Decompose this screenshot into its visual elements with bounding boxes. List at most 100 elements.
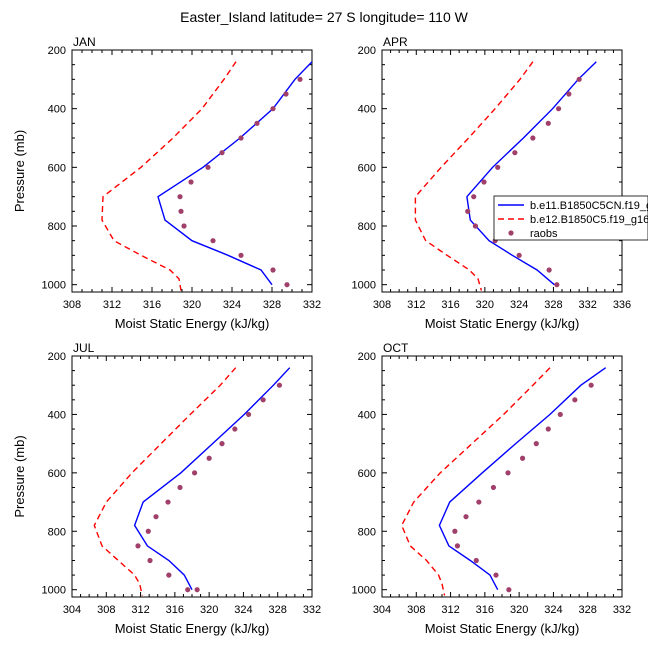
x-axis-title: Moist Static Energy (kJ/kg)	[115, 621, 270, 636]
y-tick-label: 600	[358, 162, 376, 174]
panel-label: JAN	[73, 35, 96, 49]
x-tick-label: 320	[476, 299, 494, 311]
obs-point	[576, 76, 582, 82]
obs-point	[165, 499, 171, 505]
obs-point	[519, 455, 526, 461]
plot-frame	[71, 355, 313, 598]
x-tick-label: 316	[166, 604, 184, 616]
panels: JAN 308 312 316 320 324 328 332 200 400 600 800 1000…	[12, 35, 648, 636]
legend-entry: b.e11.B1850C5CN.f19_g16.0	[530, 200, 648, 212]
legend-swatch-dot	[508, 230, 514, 236]
series-line-dashed	[400, 367, 551, 596]
plot-data	[400, 367, 607, 596]
y-tick-label: 600	[358, 468, 376, 480]
obs-point	[245, 411, 252, 418]
obs-point	[493, 572, 499, 578]
plot-data	[414, 61, 597, 291]
legend-box	[493, 195, 648, 241]
obs-point	[533, 441, 539, 447]
series-line-solid	[157, 61, 312, 286]
x-tick-label: 332	[579, 299, 597, 311]
y-tick-label: 400	[48, 104, 66, 116]
series-line-solid	[133, 367, 291, 591]
obs-point	[135, 543, 141, 549]
obs-point	[178, 208, 184, 214]
obs-point	[505, 470, 511, 476]
y-tick-label: 400	[358, 409, 376, 421]
obs-point	[147, 557, 153, 564]
obs-point	[297, 76, 303, 82]
figure-title: Easter_Island latitude= 27 S longitude= …	[180, 9, 468, 25]
obs-point	[555, 106, 562, 112]
x-tick-label: 336	[613, 299, 631, 311]
obs-point	[454, 543, 461, 549]
obs-point	[452, 528, 458, 534]
obs-point	[219, 150, 225, 156]
obs-point	[490, 484, 497, 491]
obs-point	[254, 120, 260, 126]
obs-point	[145, 528, 151, 534]
plot-frame	[71, 49, 313, 293]
x-axis-title: Moist Static Energy (kJ/kg)	[115, 316, 270, 331]
x-tick-label: 316	[441, 299, 459, 311]
x-tick-label: 312	[131, 604, 149, 616]
y-tick-label: 800	[358, 221, 376, 233]
panel-oct: OCT 304 308 312 316 320 324 328 332 200 400 600 800 1…	[352, 341, 632, 636]
obs-point	[572, 397, 578, 403]
legend: b.e11.B1850C5CN.f19_g16.0 b.e12.B1850C5.f…	[493, 195, 648, 241]
y-tick-label: 200	[48, 351, 66, 363]
obs-point	[191, 470, 198, 476]
y-tick-label: 1000	[352, 585, 376, 597]
obs-point	[153, 514, 159, 520]
x-tick-label: 304	[373, 604, 391, 616]
series-line-dashed	[93, 367, 237, 596]
obs-point	[238, 135, 244, 141]
y-tick-label: 200	[48, 45, 66, 57]
plot-frame	[381, 49, 623, 293]
plot-frame	[381, 355, 623, 598]
x-tick-label: 320	[510, 604, 528, 616]
x-tick-label: 324	[544, 604, 562, 616]
panel-label: APR	[383, 35, 408, 49]
plot-data	[101, 61, 312, 291]
obs-point	[238, 252, 244, 258]
legend-entry: raobs	[530, 228, 558, 240]
x-tick-label: 316	[143, 299, 161, 311]
obs-point	[206, 455, 212, 461]
x-tick-label: 312	[407, 299, 425, 311]
panel-jul: JUL 304 308 312 316 320 324 328 332 200 400 600 800 1…	[12, 341, 321, 636]
y-tick-label: 200	[358, 351, 376, 363]
y-tick-label: 1000	[42, 585, 66, 597]
obs-point	[260, 397, 266, 403]
x-tick-label: 308	[407, 604, 425, 616]
panel-apr: APR 308 312 316 320 324 328 332 336 200 400 600 800 1…	[352, 35, 648, 331]
series-line-solid	[466, 61, 597, 286]
obs-point	[530, 135, 536, 141]
x-tick-label: 304	[63, 604, 81, 616]
obs-point	[473, 557, 479, 564]
obs-point	[545, 426, 551, 432]
x-tick-label: 328	[579, 604, 597, 616]
x-tick-label: 328	[263, 299, 281, 311]
x-tick-label: 332	[303, 299, 321, 311]
obs-point	[219, 441, 225, 447]
obs-point	[177, 484, 183, 491]
obs-point	[512, 150, 518, 156]
obs-point	[270, 267, 276, 273]
obs-point	[506, 587, 512, 593]
obs-point	[210, 238, 216, 244]
panel-label: OCT	[383, 341, 409, 355]
obs-point	[472, 223, 479, 229]
y-axis-title: Pressure (mb)	[12, 435, 27, 517]
y-tick-label: 400	[48, 409, 66, 421]
panel-label: JUL	[73, 341, 95, 355]
x-tick-label: 328	[269, 604, 287, 616]
obs-point	[481, 179, 487, 185]
obs-point	[283, 91, 289, 97]
x-axis-title: Moist Static Energy (kJ/kg)	[425, 621, 580, 636]
obs-point	[205, 164, 211, 170]
obs-point	[194, 587, 200, 593]
x-tick-label: 312	[103, 299, 121, 311]
obs-point	[276, 382, 283, 388]
x-tick-label: 312	[441, 604, 459, 616]
